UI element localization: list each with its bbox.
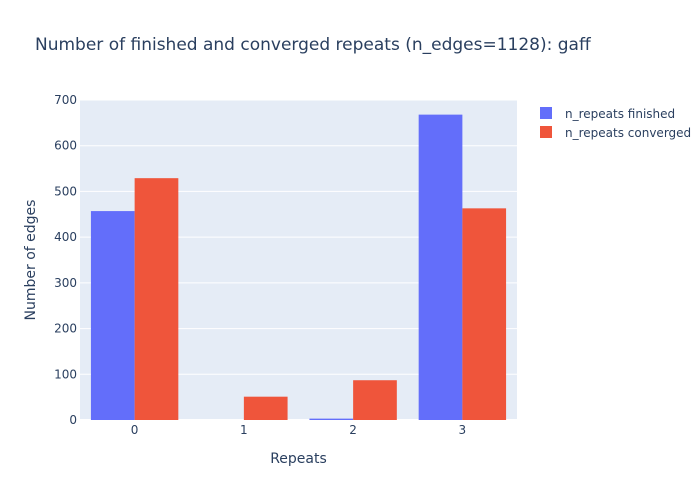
x-tick-label: 2 (349, 423, 357, 437)
legend[interactable]: n_repeats finished n_repeats converged (540, 107, 691, 140)
legend-item[interactable]: n_repeats finished (540, 107, 675, 121)
y-tick-label: 0 (69, 413, 77, 427)
bar-n-repeats-finished-0[interactable] (90, 211, 135, 420)
bar-n-repeats-converged-2[interactable] (353, 380, 397, 420)
x-tick-label: 1 (240, 423, 248, 437)
y-tick-label: 500 (54, 184, 77, 198)
x-tick-label: 3 (459, 423, 467, 437)
bar-n-repeats-converged-1[interactable] (243, 396, 288, 420)
legend-swatch (540, 126, 552, 138)
bars (90, 114, 507, 420)
bar-n-repeats-converged-0[interactable] (134, 178, 179, 420)
legend-label: n_repeats converged (565, 126, 691, 140)
bar-n-repeats-finished-3[interactable] (418, 114, 463, 420)
bar-n-repeats-converged-3[interactable] (462, 208, 507, 420)
x-axis-ticks: 0 1 2 3 (131, 423, 466, 437)
legend-swatch (540, 107, 552, 119)
legend-label: n_repeats finished (565, 107, 675, 121)
legend-item[interactable]: n_repeats converged (540, 126, 691, 140)
x-axis-title: Repeats (270, 451, 327, 467)
bar-n-repeats-finished-2[interactable] (309, 418, 354, 420)
y-tick-label: 600 (54, 139, 77, 153)
y-tick-label: 300 (54, 276, 77, 290)
chart-title: Number of finished and converged repeats… (35, 35, 592, 55)
y-tick-label: 400 (54, 230, 77, 244)
y-tick-label: 700 (54, 93, 77, 107)
y-axis-title: Number of edges (23, 200, 39, 321)
x-tick-label: 0 (131, 423, 139, 437)
y-tick-label: 200 (54, 322, 77, 336)
y-axis-ticks: 0 100 200 300 400 500 600 700 (54, 93, 77, 427)
y-tick-label: 100 (54, 367, 77, 381)
